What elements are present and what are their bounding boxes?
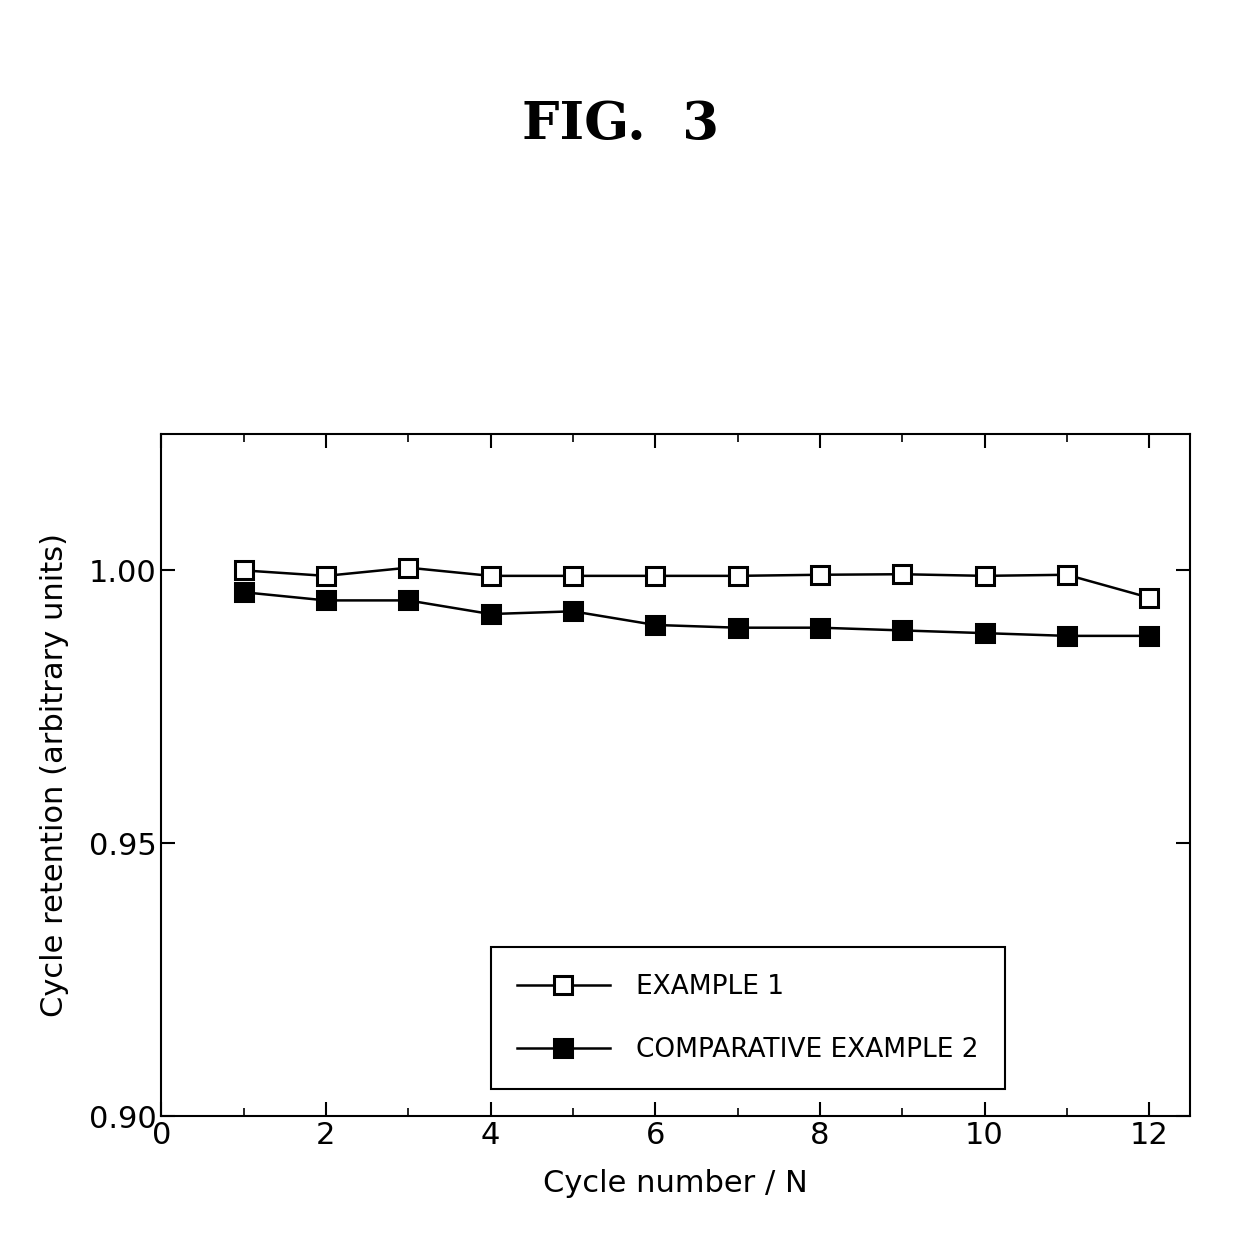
COMPARATIVE EXAMPLE 2 [1142, 629, 1157, 644]
EXAMPLE 1 [647, 568, 662, 583]
COMPARATIVE EXAMPLE 2 [484, 606, 498, 621]
Line: EXAMPLE 1: EXAMPLE 1 [234, 559, 1158, 606]
EXAMPLE 1 [565, 568, 580, 583]
EXAMPLE 1 [319, 568, 334, 583]
X-axis label: Cycle number / N: Cycle number / N [543, 1169, 808, 1198]
COMPARATIVE EXAMPLE 2 [401, 593, 415, 608]
EXAMPLE 1 [977, 568, 992, 583]
COMPARATIVE EXAMPLE 2 [730, 620, 745, 635]
COMPARATIVE EXAMPLE 2 [977, 626, 992, 641]
EXAMPLE 1 [401, 560, 415, 575]
Legend: EXAMPLE 1, COMPARATIVE EXAMPLE 2: EXAMPLE 1, COMPARATIVE EXAMPLE 2 [491, 947, 1004, 1089]
EXAMPLE 1 [1142, 590, 1157, 605]
EXAMPLE 1 [895, 567, 910, 582]
COMPARATIVE EXAMPLE 2 [1059, 629, 1074, 644]
COMPARATIVE EXAMPLE 2 [565, 604, 580, 619]
EXAMPLE 1 [1059, 568, 1074, 583]
COMPARATIVE EXAMPLE 2 [236, 585, 250, 600]
COMPARATIVE EXAMPLE 2 [319, 593, 334, 608]
COMPARATIVE EXAMPLE 2 [812, 620, 827, 635]
Line: COMPARATIVE EXAMPLE 2: COMPARATIVE EXAMPLE 2 [234, 583, 1158, 645]
EXAMPLE 1 [484, 568, 498, 583]
EXAMPLE 1 [730, 568, 745, 583]
EXAMPLE 1 [812, 568, 827, 583]
EXAMPLE 1 [236, 563, 250, 578]
COMPARATIVE EXAMPLE 2 [647, 618, 662, 632]
COMPARATIVE EXAMPLE 2 [895, 622, 910, 637]
Text: FIG.  3: FIG. 3 [522, 98, 718, 150]
Y-axis label: Cycle retention (arbitrary units): Cycle retention (arbitrary units) [40, 533, 69, 1017]
